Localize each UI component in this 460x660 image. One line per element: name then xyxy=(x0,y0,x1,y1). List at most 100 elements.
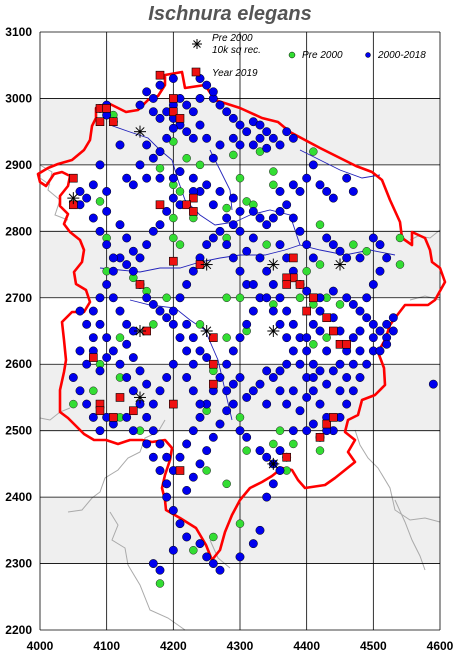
period-2000-2018-point xyxy=(255,120,265,130)
legend-year2019-label: Year 2019 xyxy=(212,68,258,79)
pre2000-point xyxy=(149,320,158,329)
pre2000-point xyxy=(315,446,325,455)
pre2000-point xyxy=(235,519,245,528)
period-2000-2018-point xyxy=(215,565,225,575)
period-2000-2018-point xyxy=(362,293,372,303)
period-2000-2018-point xyxy=(215,226,225,236)
period-2000-2018-point xyxy=(315,180,325,190)
period-2000-2018-point xyxy=(202,80,212,90)
period-2000-2018-point xyxy=(262,143,272,153)
pre2000-point xyxy=(169,213,178,223)
period-2000-2018-point xyxy=(222,386,232,396)
y-tick-label-7: 2900 xyxy=(5,158,32,172)
period-2000-2018-point xyxy=(228,346,238,356)
period-2000-2018-point xyxy=(168,359,178,369)
period-2000-2018-point xyxy=(142,240,152,250)
period-2000-2018-point xyxy=(155,113,165,123)
period-2000-2018-point xyxy=(308,419,318,429)
period-2000-2018-point xyxy=(255,133,265,143)
period-2000-2018-point xyxy=(162,492,172,502)
period-2000-2018-point xyxy=(382,339,392,349)
period-2000-2018-point xyxy=(115,220,125,230)
period-2000-2018-point xyxy=(355,326,365,336)
period-2000-2018-point xyxy=(222,213,232,223)
period-2000-2018-point xyxy=(195,412,205,422)
period-2000-2018-point xyxy=(262,452,272,462)
period-2000-2018-point xyxy=(262,293,272,303)
period-2000-2018-point xyxy=(142,412,152,422)
period-2000-2018-point xyxy=(95,426,105,436)
legend-red-square-icon xyxy=(191,67,201,77)
pre2000-10k-point xyxy=(134,391,146,404)
period-2000-2018-point xyxy=(195,93,205,103)
period-2000-2018-point xyxy=(148,153,158,163)
pre2000-point xyxy=(175,187,185,196)
period-2000-2018-point xyxy=(155,466,165,475)
period-2000-2018-point xyxy=(308,319,318,329)
period-2000-2018-point xyxy=(388,326,398,336)
period-2000-2018-point xyxy=(315,326,325,336)
period-2000-2018-point xyxy=(128,246,138,256)
period-2000-2018-point xyxy=(188,386,198,396)
period-2000-2018-point xyxy=(148,559,158,569)
year2019-point xyxy=(289,253,298,263)
year2019-point xyxy=(169,107,178,117)
axes: 4000 4100 4200 4300 4400 4500 4600 2200 2300 2400… xyxy=(5,25,453,653)
pre2000-10k-point xyxy=(200,325,213,337)
period-2000-2018-point xyxy=(275,240,285,250)
x-tick-label-4: 4400 xyxy=(293,639,320,653)
period-2000-2018-point xyxy=(342,399,352,409)
period-2000-2018-point xyxy=(102,187,112,196)
period-2000-2018-point xyxy=(368,233,378,243)
pre2000-point xyxy=(175,240,185,249)
year2019-point xyxy=(309,293,318,303)
year2019-point xyxy=(315,433,325,442)
period-2000-2018-point xyxy=(155,565,165,575)
period-2000-2018-point xyxy=(148,107,158,117)
period-2000-2018-point xyxy=(88,213,98,223)
period-2000-2018-point xyxy=(282,127,292,137)
year2019-point xyxy=(155,200,165,210)
year2019-point xyxy=(155,70,165,80)
period-2000-2018-point xyxy=(255,446,265,456)
x-tick-label-1: 4100 xyxy=(93,639,120,653)
year2019-point xyxy=(135,280,145,289)
period-2000-2018-point xyxy=(335,246,345,256)
year2019-point xyxy=(169,94,178,103)
period-2000-2018-point xyxy=(115,140,125,150)
legend-pre2000-label: Pre 2000 xyxy=(302,50,343,61)
period-2000-2018-point xyxy=(155,173,165,183)
neighbour-boundaries xyxy=(39,164,441,631)
year2019-point xyxy=(189,193,198,203)
period-2000-2018-point xyxy=(255,525,265,535)
period-2000-2018-point xyxy=(302,392,312,402)
pre2000-point xyxy=(242,446,251,455)
period-2000-2018-point xyxy=(148,399,158,409)
period-2000-2018-point xyxy=(248,280,258,289)
period-2000-2018-point xyxy=(382,319,392,329)
period-2000-2018-point xyxy=(82,319,92,329)
pre2000-point xyxy=(222,203,231,213)
period-2000-2018-point xyxy=(242,319,252,329)
period-2000-2018-point xyxy=(168,505,178,515)
map-title: Ischnura elegans xyxy=(148,3,311,25)
period-2000-2018-point xyxy=(122,412,132,422)
period-2000-2018-point xyxy=(235,373,245,382)
period-2000-2018-point xyxy=(115,306,125,316)
period-2000-2018-point xyxy=(228,379,238,389)
period-2000-2018-point xyxy=(102,280,112,289)
period-2000-2018-point xyxy=(268,373,278,382)
period-2000-2018-point xyxy=(302,426,312,436)
period-2000-2018-point xyxy=(82,399,92,409)
period-2000-2018-point xyxy=(242,246,252,256)
pre2000-point xyxy=(235,293,245,303)
period-2000-2018-point xyxy=(202,552,212,562)
period-2000-2018-point xyxy=(182,280,192,289)
period-2000-2018-point xyxy=(282,359,292,369)
pre2000-point xyxy=(262,240,271,249)
year2019-point xyxy=(329,326,338,336)
pre2000-10k-point xyxy=(200,258,213,271)
period-2000-2018-point xyxy=(328,240,338,250)
period-2000-2018-point xyxy=(215,187,225,196)
period-2000-2018-point xyxy=(295,187,305,196)
